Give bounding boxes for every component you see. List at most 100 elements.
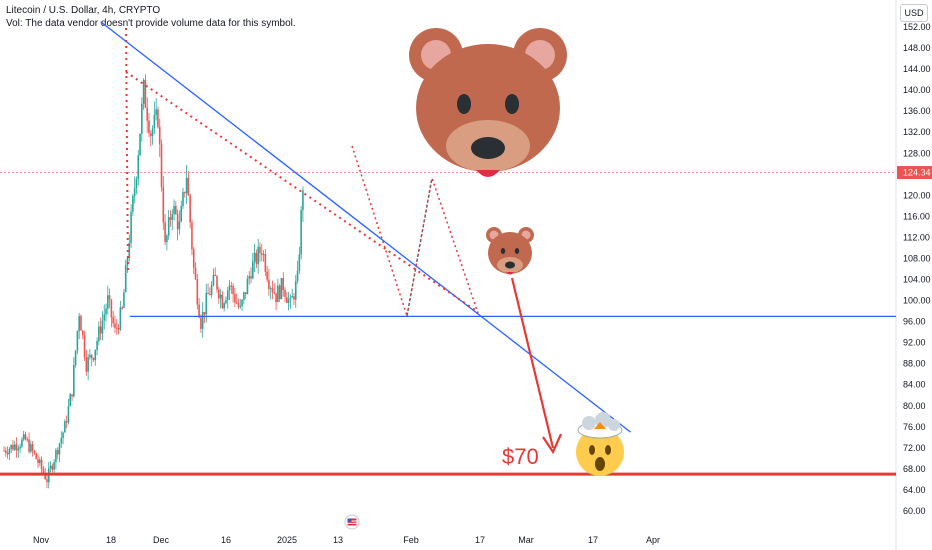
candle-body	[126, 258, 129, 266]
candle-body	[286, 297, 288, 303]
candle-body	[198, 304, 200, 318]
candle-body	[273, 292, 276, 294]
candle-body	[180, 205, 183, 222]
candle-body	[89, 354, 91, 358]
candle-body	[98, 326, 100, 342]
projection-zigzag	[351, 145, 479, 317]
candle-body	[103, 314, 106, 321]
candle-body	[31, 444, 34, 451]
price-tick-label: 148.00	[903, 43, 931, 53]
candle-body	[275, 293, 277, 303]
candle-body	[244, 292, 247, 295]
bear-face-small-icon	[486, 227, 534, 275]
candle-body	[201, 311, 204, 329]
price-tick-label: 104.00	[903, 275, 931, 285]
price-tick-label: 136.00	[903, 106, 931, 116]
price-tick-label: 140.00	[903, 85, 931, 95]
candle-body	[71, 394, 73, 397]
candle-body	[200, 317, 202, 329]
price-tick-label: 60.00	[903, 506, 926, 516]
time-tick-label: 2025	[277, 535, 297, 545]
candle-body	[262, 254, 265, 256]
candle-body	[83, 335, 86, 358]
candle-body	[298, 254, 301, 271]
candle-body	[207, 292, 209, 295]
candle-body	[73, 364, 75, 397]
candle-body	[19, 446, 21, 449]
target-price-label: $70	[502, 444, 539, 469]
time-tick-label: Feb	[403, 535, 419, 545]
candle-body	[302, 190, 304, 211]
candle-body	[187, 177, 190, 196]
candle-body	[248, 276, 251, 279]
candle-body	[173, 205, 175, 215]
candle-body	[10, 444, 12, 450]
price-tick-label: 144.00	[903, 64, 931, 74]
candle-body	[266, 271, 268, 280]
candle-body	[212, 274, 215, 285]
candle-body	[280, 278, 283, 300]
candle-body	[44, 473, 46, 480]
candle-body	[268, 279, 270, 290]
candle-body	[110, 299, 113, 318]
time-tick-label: 16	[221, 535, 231, 545]
candle-body	[218, 289, 220, 299]
candle-body	[153, 114, 156, 129]
price-tick-label: 128.00	[903, 148, 931, 158]
drawings: $70	[0, 21, 896, 476]
candle-body	[60, 437, 63, 444]
candle-body	[291, 296, 293, 298]
candle-body	[37, 459, 39, 464]
candle-body	[155, 109, 157, 115]
projection-bounce	[406, 177, 433, 317]
candle-body	[119, 307, 122, 330]
time-tick-label: Apr	[646, 535, 660, 545]
time-tick-label: Dec	[153, 535, 170, 545]
candle-body	[4, 450, 7, 454]
time-tick-label: 13	[333, 535, 343, 545]
candle-body	[107, 295, 109, 309]
price-tick-label: 80.00	[903, 401, 926, 411]
candle-body	[28, 439, 30, 452]
candle-body	[30, 444, 32, 452]
candle-body	[58, 443, 61, 455]
candle-body	[191, 222, 193, 250]
candles	[3, 74, 304, 489]
candle-body	[175, 205, 177, 215]
candle-body	[228, 285, 231, 291]
candle-body	[99, 326, 102, 334]
candle-body	[176, 214, 179, 230]
us-flag-event-icon[interactable]	[344, 514, 360, 530]
candle-body	[183, 192, 186, 194]
candle-body	[67, 406, 70, 423]
candle-body	[260, 253, 263, 255]
candle-body	[114, 323, 116, 328]
candle-body	[237, 303, 240, 307]
candle-body	[55, 450, 57, 463]
candle-body	[162, 187, 165, 223]
candle-body	[15, 444, 18, 451]
candle-body	[53, 462, 55, 470]
price-tick-label: 132.00	[903, 127, 931, 137]
candle-body	[149, 133, 152, 136]
descending-trendline[interactable]	[100, 21, 631, 433]
candle-body	[117, 327, 120, 330]
exploding-head-icon	[576, 412, 624, 476]
candle-body	[296, 270, 299, 282]
candle-body	[234, 294, 236, 303]
price-tick-label: 120.00	[903, 190, 931, 200]
wedge-left-edge	[125, 27, 129, 273]
candle-body	[253, 252, 256, 262]
last-price-tag: 124.34	[897, 166, 932, 180]
candle-body	[239, 306, 242, 308]
candle-body	[246, 278, 249, 295]
wedge-lower-edge	[125, 71, 479, 313]
candle-body	[35, 453, 38, 460]
candle-body	[22, 434, 25, 440]
price-tick-label: 88.00	[903, 359, 926, 369]
currency-button[interactable]: USD	[900, 4, 928, 22]
candle-body	[216, 276, 218, 290]
price-tick-label: 84.00	[903, 380, 926, 390]
